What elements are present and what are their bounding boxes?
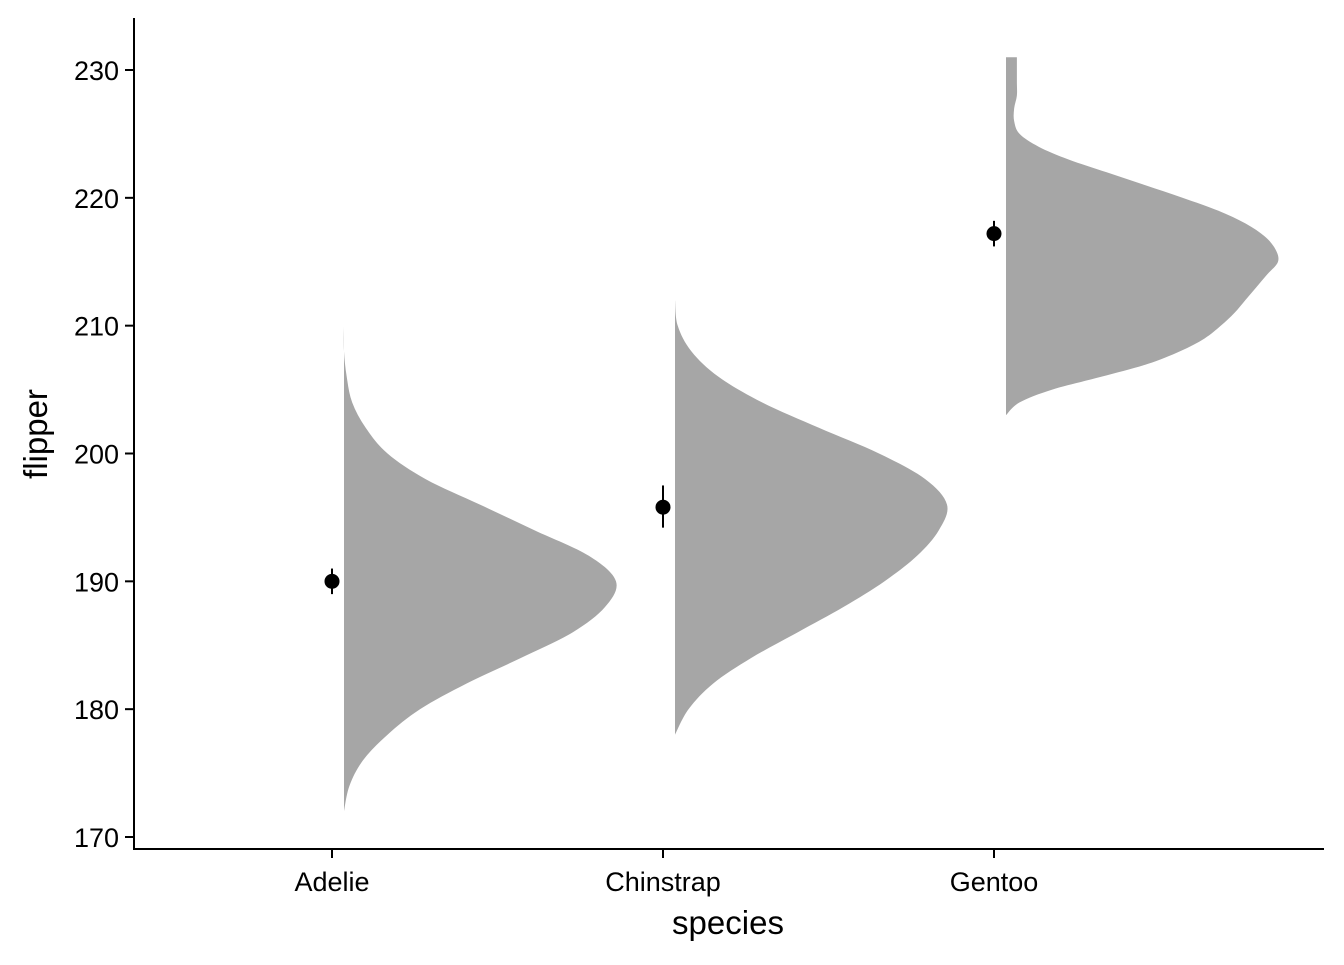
x-tick-label: Gentoo <box>950 867 1039 897</box>
x-tick-label: Chinstrap <box>605 867 721 897</box>
violin-chinstrap <box>675 300 948 735</box>
mean-point-chinstrap <box>655 499 671 515</box>
violin-gentoo <box>1006 57 1279 416</box>
y-tick-label: 210 <box>74 312 119 342</box>
violin-adelie <box>343 325 617 812</box>
y-tick-label: 190 <box>74 567 119 597</box>
x-tick-label: Adelie <box>294 867 369 897</box>
violins-layer <box>343 57 1279 812</box>
y-tick-label: 230 <box>74 56 119 86</box>
y-tick-label: 220 <box>74 184 119 214</box>
x-ticks: Adelie Chinstrap Gentoo <box>294 849 1038 897</box>
mean-point-adelie <box>324 573 340 589</box>
mean-point-gentoo <box>986 226 1002 242</box>
y-ticks: 170 180 190 200 210 220 230 <box>74 56 134 853</box>
y-tick-label: 200 <box>74 440 119 470</box>
x-axis-title: species <box>672 904 784 941</box>
means-layer <box>324 220 1002 595</box>
y-axis-title: flipper <box>17 389 54 479</box>
y-tick-label: 170 <box>74 823 119 853</box>
y-tick-label: 180 <box>74 695 119 725</box>
